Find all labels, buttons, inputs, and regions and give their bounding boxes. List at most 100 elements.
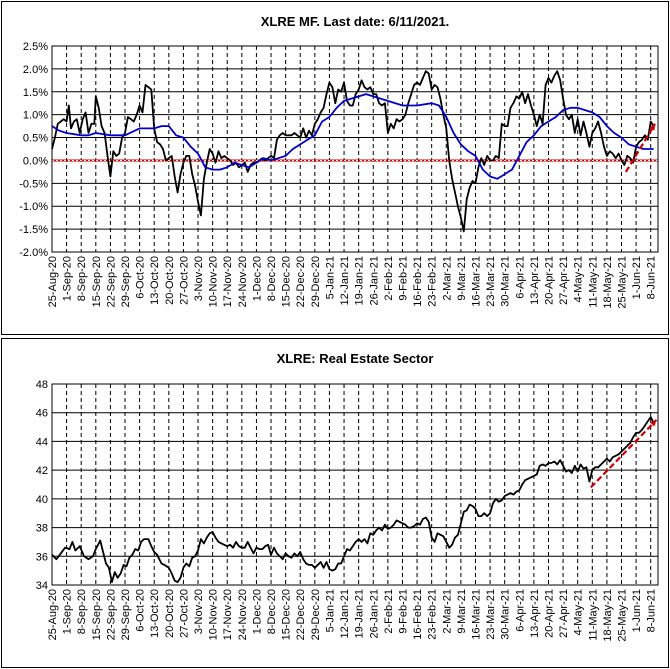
chart0-y-tick-label: 2.5% bbox=[23, 41, 48, 53]
chart0-x-tick-label: 4-May-21 bbox=[573, 256, 585, 302]
chart0-y-tick-label: -1.0% bbox=[19, 201, 48, 213]
chart1-trend-arrowhead bbox=[649, 419, 657, 427]
chart0-y-tick-label: -2.0% bbox=[19, 247, 48, 259]
chart0-x-tick-label: 6-Apr-21 bbox=[514, 256, 526, 299]
chart1-x-tick-label: 2-Feb-21 bbox=[383, 589, 395, 634]
chart0-series-1-line bbox=[51, 93, 654, 180]
chart1-x-tick-label: 4-May-21 bbox=[573, 589, 585, 635]
chart0-x-tick-label: 8-Jun-21 bbox=[646, 256, 658, 299]
chart0-x-tick-label: 11-May-21 bbox=[587, 256, 599, 308]
chart0-x-tick-label: 10-Nov-20 bbox=[208, 256, 220, 307]
chart0-x-tick-label: 6-Oct-20 bbox=[135, 256, 147, 299]
price-chart-panel: XLRE: Real Estate Sector 48 46 44 42 40 38 36 34… bbox=[1, 338, 669, 668]
chart0-x-tick-label: 13-Oct-20 bbox=[149, 256, 161, 305]
chart1-x-tick-label: 3-Nov-20 bbox=[193, 589, 205, 634]
chart0-x-tick-label: 18-May-21 bbox=[602, 256, 614, 309]
mf-chart: XLRE MF. Last date: 6/11/2021. 2.5% 2.0% 1.… bbox=[19, 14, 659, 309]
chart0-x-tick-label: 1-Jun-21 bbox=[631, 256, 643, 299]
chart0-x-tick-label: 16-Feb-21 bbox=[412, 256, 424, 307]
chart1-y-tick-label: 36 bbox=[36, 551, 48, 563]
chart1-x-tick-label: 24-Nov-20 bbox=[237, 589, 249, 640]
chart1-title: XLRE: Real Estate Sector bbox=[277, 351, 434, 366]
chart1-x-tick-label: 29-Sep-20 bbox=[120, 589, 132, 640]
chart0-x-tick-label: 2-Mar-21 bbox=[441, 256, 453, 301]
chart0-x-tick-label: 16-Mar-21 bbox=[470, 256, 482, 307]
chart0-x-tick-label: 15-Sep-20 bbox=[91, 256, 103, 307]
chart1-x-tick-label: 9-Feb-21 bbox=[397, 589, 409, 634]
chart0-x-tick-label: 20-Oct-20 bbox=[164, 256, 176, 305]
chart1-x-tick-label: 18-May-21 bbox=[602, 589, 614, 642]
chart0-title: XLRE MF. Last date: 6/11/2021. bbox=[261, 14, 450, 29]
chart1-x-tick-label: 23-Mar-21 bbox=[485, 589, 497, 640]
chart1-x-tick-label: 25-Aug-20 bbox=[47, 589, 59, 640]
chart1-x-tick-label: 22-Sep-20 bbox=[105, 589, 117, 640]
chart0-x-tick-label: 8-Sep-20 bbox=[76, 256, 88, 301]
chart1-x-tick-label: 8-Dec-20 bbox=[266, 589, 278, 634]
chart0-x-tick-label: 12-Jan-21 bbox=[339, 256, 351, 306]
chart1-x-tick-label: 25-May-21 bbox=[616, 589, 628, 642]
chart0-x-tick-label: 5-Jan-21 bbox=[324, 256, 336, 299]
chart0-x-tick-label: 23-Feb-21 bbox=[427, 256, 439, 307]
chart0-y-tick-label: -0.5% bbox=[19, 178, 48, 190]
chart1-y-tick-label: 44 bbox=[36, 436, 48, 448]
chart1-x-tick-label: 15-Sep-20 bbox=[91, 589, 103, 640]
chart0-x-tick-label: 1-Sep-20 bbox=[62, 256, 74, 301]
chart1-x-tick-label: 26-Jan-21 bbox=[368, 589, 380, 639]
chart0-x-tick-label: 29-Dec-20 bbox=[310, 256, 322, 307]
chart1-x-tick-label: 22-Dec-20 bbox=[295, 589, 307, 640]
chart0-x-tick-label: 27-Apr-21 bbox=[558, 256, 570, 305]
chart0-trend-line bbox=[624, 123, 657, 173]
chart1-x-tick-label: 2-Mar-21 bbox=[441, 589, 453, 634]
chart1-x-tick-label: 13-Apr-21 bbox=[529, 589, 541, 638]
chart0-y-tick-label: 1.0% bbox=[23, 110, 48, 122]
chart0-x-tick-label: 3-Nov-20 bbox=[193, 256, 205, 301]
chart0-trend-arrowhead bbox=[649, 123, 656, 131]
chart1-plot-border bbox=[51, 383, 659, 586]
chart0-x-tick-label: 30-Mar-21 bbox=[500, 256, 512, 307]
chart1-trend-line bbox=[590, 419, 658, 489]
chart1-x-tick-label: 9-Mar-21 bbox=[456, 589, 468, 634]
chart1-y-tick-label: 48 bbox=[36, 379, 48, 391]
chart1-x-tick-label: 27-Apr-21 bbox=[558, 589, 570, 638]
chart0-y-tick-label: 0.0% bbox=[23, 155, 48, 167]
chart1-y-tick-label: 34 bbox=[36, 580, 48, 592]
chart1-x-tick-label: 29-Dec-20 bbox=[310, 589, 322, 640]
chart1-x-tick-label: 20-Oct-20 bbox=[164, 589, 176, 638]
chart1-x-tick-label: 27-Oct-20 bbox=[178, 589, 190, 638]
chart1-x-tick-label: 12-Jan-21 bbox=[339, 589, 351, 639]
chart1-x-tick-label: 8-Jun-21 bbox=[646, 589, 658, 632]
chart1-series-0-line bbox=[51, 416, 655, 583]
chart1-x-tick-label: 13-Oct-20 bbox=[149, 589, 161, 638]
chart0-x-tick-label: 17-Nov-20 bbox=[222, 256, 234, 307]
chart1-x-tick-label: 19-Jan-21 bbox=[354, 589, 366, 639]
chart0-x-tick-label: 1-Dec-20 bbox=[251, 256, 263, 301]
chart1-x-tick-label: 20-Apr-21 bbox=[543, 589, 555, 638]
mf-chart-panel: XLRE MF. Last date: 6/11/2021. 2.5% 2.0% 1.… bbox=[1, 1, 669, 335]
chart0-x-tick-label: 22-Dec-20 bbox=[295, 256, 307, 307]
chart0-x-tick-label: 25-Aug-20 bbox=[47, 256, 59, 307]
chart1-x-tick-label: 6-Apr-21 bbox=[514, 589, 526, 632]
chart1-x-tick-label: 1-Sep-20 bbox=[62, 589, 74, 634]
chart0-x-tick-label: 15-Dec-20 bbox=[281, 256, 293, 307]
chart1-x-tick-label: 15-Dec-20 bbox=[281, 589, 293, 640]
chart1-x-tick-label: 23-Feb-21 bbox=[427, 589, 439, 640]
chart1-y-tick-label: 42 bbox=[36, 465, 48, 477]
chart0-y-tick-label: 0.5% bbox=[23, 133, 48, 145]
chart0-x-tick-label: 19-Jan-21 bbox=[354, 256, 366, 306]
chart1-x-tick-label: 1-Jun-21 bbox=[631, 589, 643, 632]
chart0-x-tick-label: 9-Feb-21 bbox=[397, 256, 409, 301]
chart1-y-tick-label: 38 bbox=[36, 523, 48, 535]
chart0-x-tick-label: 27-Oct-20 bbox=[178, 256, 190, 305]
chart1-y-tick-label: 40 bbox=[36, 494, 48, 506]
chart0-x-tick-label: 23-Mar-21 bbox=[485, 256, 497, 307]
chart1-x-tick-label: 6-Oct-20 bbox=[135, 589, 147, 632]
chart1-x-tick-label: 10-Nov-20 bbox=[208, 589, 220, 640]
chart0-x-tick-label: 9-Mar-21 bbox=[456, 256, 468, 301]
chart1-x-tick-label: 11-May-21 bbox=[587, 589, 599, 641]
chart0-plot-area bbox=[52, 46, 658, 252]
chart0-x-tick-label: 22-Sep-20 bbox=[105, 256, 117, 307]
chart1-x-tick-label: 16-Mar-21 bbox=[470, 589, 482, 640]
chart0-x-tick-label: 20-Apr-21 bbox=[543, 256, 555, 305]
chart0-y-tick-label: -1.5% bbox=[19, 224, 48, 236]
chart1-plot-area bbox=[52, 384, 658, 585]
